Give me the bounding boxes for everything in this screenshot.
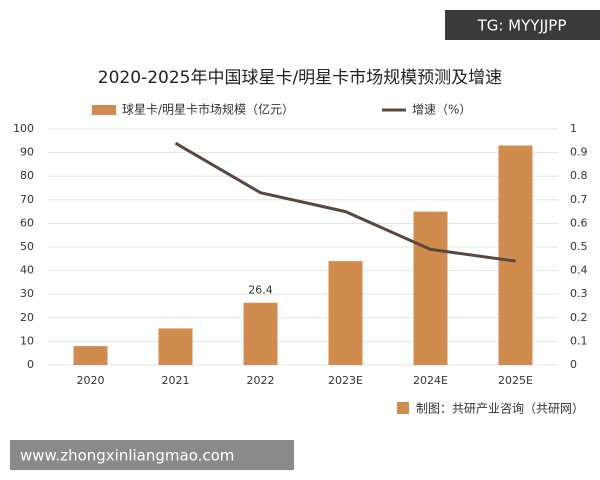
y-tick-label: 30 bbox=[20, 287, 34, 300]
y-tick-label: 80 bbox=[20, 169, 34, 182]
bar bbox=[158, 328, 193, 365]
y2-tick-label: 0.1 bbox=[570, 334, 588, 347]
footer-url: www.zhongxinliangmao.com bbox=[20, 447, 234, 465]
y2-tick-label: 1 bbox=[570, 122, 577, 135]
y2-tick-label: 0.7 bbox=[570, 193, 588, 206]
y2-tick-label: 0 bbox=[570, 358, 577, 371]
legend-label: 增速（%） bbox=[412, 103, 471, 117]
x-tick-label: 2020 bbox=[77, 374, 105, 387]
bar bbox=[413, 211, 448, 365]
bar bbox=[243, 302, 278, 365]
y2-tick-label: 0.6 bbox=[570, 216, 588, 229]
tag-box bbox=[445, 10, 600, 40]
x-tick-label: 2024E bbox=[413, 374, 448, 387]
header-tag: TG: MYYJJPP bbox=[477, 17, 567, 35]
bar bbox=[73, 346, 108, 365]
y-tick-label: 70 bbox=[20, 193, 34, 206]
x-tick-label: 2023E bbox=[328, 374, 363, 387]
source: 制图：共研产业咨询（共研网） bbox=[416, 401, 584, 416]
y2-tick-label: 0.2 bbox=[570, 311, 588, 324]
y-tick-label: 60 bbox=[20, 216, 34, 229]
y-tick-label: 0 bbox=[27, 358, 34, 371]
y-tick-label: 90 bbox=[20, 146, 34, 159]
y2-tick-label: 0.4 bbox=[570, 264, 588, 277]
y-tick-label: 20 bbox=[20, 311, 34, 324]
y-tick-label: 100 bbox=[13, 122, 34, 135]
y2-tick-label: 0.8 bbox=[570, 169, 588, 182]
value-label: 26.4 bbox=[248, 284, 273, 297]
bar bbox=[328, 261, 363, 365]
chart-title: 2020-2025年中国球星卡/明星卡市场规模预测及增速 bbox=[98, 68, 502, 88]
y-tick-label: 10 bbox=[20, 334, 34, 347]
y2-tick-label: 0.3 bbox=[570, 287, 588, 300]
bar bbox=[498, 145, 533, 365]
y-tick-label: 40 bbox=[20, 264, 34, 277]
x-tick-label: 2025E bbox=[498, 374, 533, 387]
source-icon bbox=[397, 402, 409, 414]
x-tick-label: 2021 bbox=[162, 374, 190, 387]
legend-label: 球星卡/明星卡市场规模（亿元） bbox=[122, 102, 294, 117]
y2-tick-label: 0.5 bbox=[570, 240, 588, 253]
line bbox=[174, 141, 516, 263]
y2-tick-label: 0.9 bbox=[570, 146, 588, 159]
url-box bbox=[10, 440, 294, 470]
y-tick-label: 50 bbox=[20, 240, 34, 253]
x-tick-label: 2022 bbox=[247, 374, 275, 387]
legend-swatch bbox=[92, 105, 116, 115]
